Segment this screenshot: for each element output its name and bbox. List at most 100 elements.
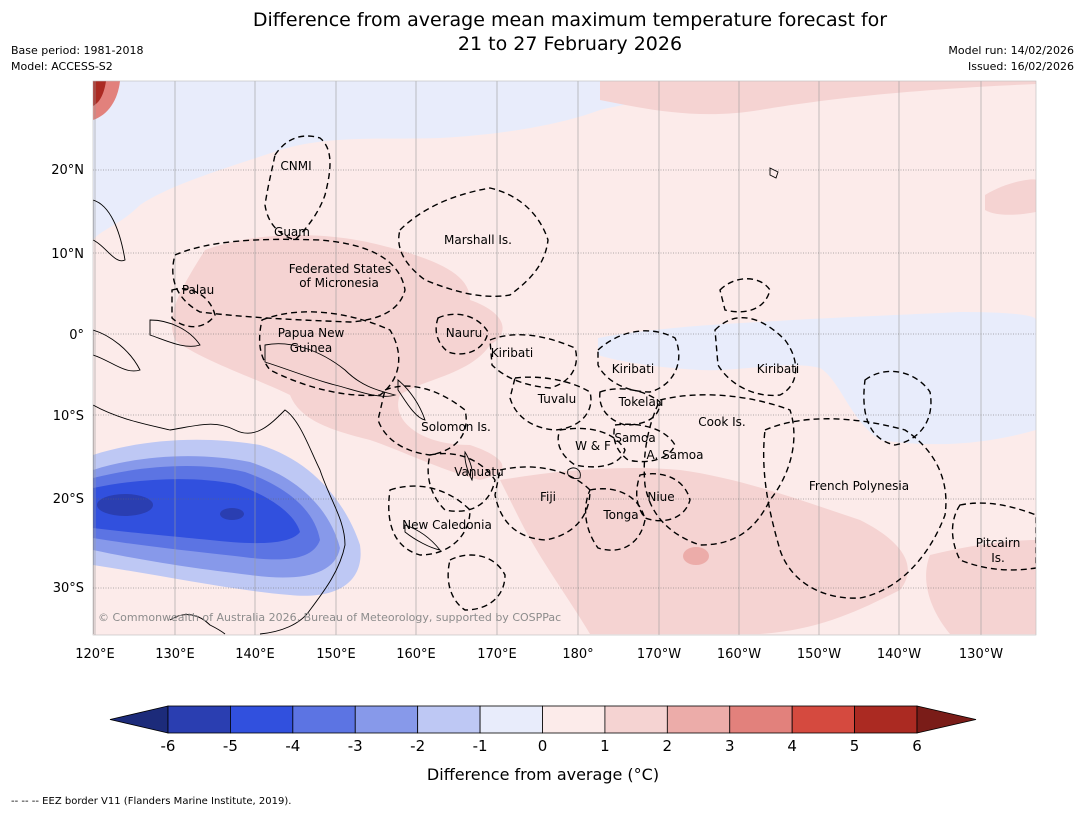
tasmania-region-coast (169, 614, 226, 635)
coastlines (93, 167, 779, 635)
cool-shading-north (93, 81, 760, 240)
cool-shading-east (598, 312, 1036, 445)
eez-fiji (494, 466, 591, 541)
region-label-png-1: Papua New (278, 326, 345, 340)
colorbar-segment (230, 705, 294, 734)
region-label-american-samoa: A. Samoa (647, 448, 704, 462)
meta-right: Model run: 14/02/2026 Issued: 16/02/2026 (948, 43, 1074, 75)
issued-text: Issued: 16/02/2026 (967, 60, 1074, 73)
colorbar-segment (542, 705, 606, 734)
lon-tick-120e: 120°E (75, 647, 115, 662)
colorbar-segment (167, 705, 231, 734)
warm-shading-west (171, 235, 503, 480)
fiji-coast (567, 467, 581, 479)
philippines-coast (93, 199, 126, 262)
region-label-niue: Niue (647, 490, 674, 504)
colorbar-tick-label: -2 (410, 737, 425, 755)
solomon-islands-coast (397, 379, 426, 421)
region-label-pitcairn-1: Pitcairn (976, 536, 1021, 550)
eez-png (258, 311, 400, 397)
map-area: © Commonwealth of Australia 2026, Bureau… (93, 81, 1036, 635)
lat-tick-10s: 10°S (53, 409, 84, 424)
colorbar-tick-label: -3 (348, 737, 363, 755)
colorbar-tick-label: -1 (473, 737, 488, 755)
eez-samoa (613, 423, 676, 463)
colorbar-tick-label: 1 (600, 737, 610, 755)
eez-pitcairn (951, 502, 1036, 571)
lon-tick-170w: 170°W (637, 647, 681, 662)
colorbar-over-arrow (916, 705, 977, 734)
lat-tick-30s: 30°S (53, 581, 84, 596)
eez-marquesas (863, 370, 932, 446)
eez-niue (636, 473, 691, 522)
lon-tick-150e: 150°E (316, 647, 356, 662)
new-guinea-coast (264, 343, 397, 397)
lat-tick-0: 0° (69, 328, 84, 343)
region-label-marshall: Marshall Is. (444, 233, 512, 247)
colorbar-tick-label: -6 (161, 737, 176, 755)
model-run-text: Model run: 14/02/2026 (948, 44, 1074, 57)
lon-tick-130w: 130°W (959, 647, 1003, 662)
colorbar-tick-label: 0 (538, 737, 548, 755)
colorbar-tick-labels: -6 -5 -4 -3 -2 -1 0 1 2 3 4 5 6 (161, 737, 922, 755)
eez-footnote: -- -- -- EEZ border V11 (Flanders Marine… (11, 796, 292, 807)
title-line-2: 21 to 27 February 2026 (457, 33, 683, 55)
indonesia-west (93, 329, 141, 372)
indonesia-islands (149, 319, 201, 347)
eez-borders (171, 135, 1036, 611)
colorbar-title: Difference from average (°C) (427, 765, 659, 784)
colorbar-tick-label: 5 (850, 737, 860, 755)
colorbar: -6 -5 -4 -3 -2 -1 0 1 2 3 4 5 6 Difference from aver… (109, 705, 977, 784)
lat-tick-20n: 20°N (51, 163, 84, 178)
warm-shading-north-east (600, 81, 1036, 115)
region-label-pitcairn-2: Is. (991, 551, 1005, 565)
colorbar-segment (604, 705, 668, 734)
region-label-tokelau: Tokelau (618, 395, 664, 409)
colorbar-under-arrow (109, 705, 169, 734)
eez-french-polynesia (762, 418, 947, 599)
region-label-solomon: Solomon Is. (421, 420, 491, 434)
region-labels: CNMI Guam Marshall Is. Federated States … (182, 159, 1020, 565)
colorbar-tick-label: -5 (223, 737, 238, 755)
region-label-fiji: Fiji (540, 490, 556, 504)
model-text: Model: ACCESS-S2 (11, 60, 113, 73)
region-label-kiribati-west: Kiribati (491, 346, 533, 360)
latitude-tick-labels: 20°N 10°N 0° 10°S 20°S 30°S (51, 163, 84, 596)
eez-kiribati-central (597, 330, 680, 393)
region-label-cook: Cook Is. (698, 415, 745, 429)
lon-tick-140w: 140°W (877, 647, 921, 662)
colorbar-tick-label: 3 (725, 737, 735, 755)
hawaii-coast (769, 167, 779, 179)
eez-new-caledonia (388, 485, 471, 556)
cold-shading-4 (93, 479, 300, 544)
hot-corner-core (93, 81, 106, 106)
colorbar-segment (354, 705, 419, 734)
colorbar-segments (167, 705, 918, 734)
eez-marshall (398, 187, 549, 298)
region-label-nauru: Nauru (446, 326, 482, 340)
title-line-1: Difference from average mean maximum tem… (252, 9, 888, 31)
eez-micronesia (172, 238, 406, 323)
lon-tick-180: 180° (562, 647, 593, 662)
eez-wallis-futuna (557, 427, 626, 468)
colorbar-tick-label: 6 (912, 737, 922, 755)
colorbar-segment (729, 705, 793, 734)
eez-cook (643, 394, 795, 546)
colorbar-segment (854, 705, 918, 734)
chart-title: Difference from average mean maximum tem… (0, 8, 1085, 56)
eez-tuvalu (509, 376, 592, 431)
meta-left: Base period: 1981-2018 Model: ACCESS-S2 (11, 43, 143, 75)
region-label-fsm-2: of Micronesia (299, 276, 379, 290)
region-label-png-2: Guinea (290, 341, 333, 355)
colorbar-segment (791, 705, 855, 734)
eez-kiribati-east (714, 316, 797, 397)
warm-spot-south (683, 547, 709, 565)
region-label-kiribati-central: Kiribati (612, 362, 654, 376)
colorbar-segment (666, 705, 731, 734)
region-label-kiribati-east: Kiribati (757, 362, 799, 376)
colorbar-tick-label: 4 (787, 737, 797, 755)
lon-tick-130e: 130°E (155, 647, 195, 662)
region-label-samoa: Samoa (614, 431, 655, 445)
region-label-guam: Guam (274, 225, 310, 239)
